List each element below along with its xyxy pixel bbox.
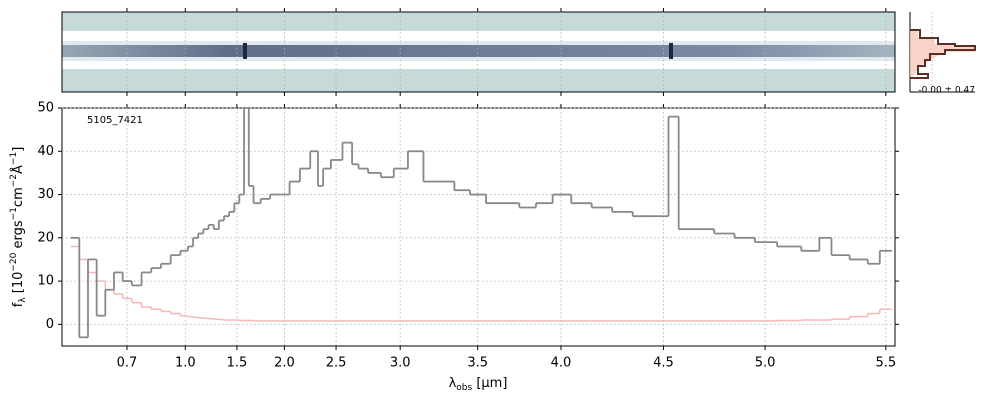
annotation: 5105_7421: [87, 115, 143, 126]
label-part: Å: [10, 165, 26, 174]
plot-area: [61, 107, 896, 347]
label-part: λ: [18, 297, 28, 303]
label-part: cm: [11, 187, 26, 207]
x-tick-label: 3.0: [390, 356, 411, 371]
histogram-label: -0.00 ± 0.47: [918, 86, 975, 96]
x-tick-label: 4.5: [653, 356, 674, 371]
label-part: ergs: [11, 220, 26, 252]
x-tick-label: 3.5: [467, 356, 488, 371]
histogram-panel: [909, 12, 976, 93]
label-part: −2: [9, 174, 19, 187]
label-part: λ: [449, 376, 457, 391]
label-part: −20: [9, 252, 19, 271]
label-part: obs: [456, 383, 472, 393]
x-tick-label: 1.0: [175, 356, 196, 371]
x-tick-label: 5.5: [875, 356, 896, 371]
label-part: [10: [11, 272, 26, 298]
spectrum-2d: [61, 11, 896, 93]
y-tick-label: 30: [37, 187, 54, 202]
y-tick-label: 0: [46, 317, 54, 332]
x-tick-label: 2.0: [274, 356, 295, 371]
label-part: −1: [9, 207, 19, 220]
y-tick-label: 20: [37, 230, 54, 245]
x-axis-label: λobs [µm]: [449, 376, 508, 393]
label-part: −1: [9, 152, 19, 165]
label-part: ]: [11, 147, 26, 152]
x-tick-label: 5.0: [755, 356, 776, 371]
x-tick-label: 0.7: [117, 356, 138, 371]
y-tick-label: 10: [37, 274, 54, 289]
label-part: [µm]: [472, 376, 507, 391]
y-tick-label: 40: [37, 144, 54, 159]
x-tick-label: 2.5: [326, 356, 347, 371]
step-connector: [78, 108, 881, 338]
label-part: f: [11, 302, 26, 307]
x-tick-label: 1.5: [227, 356, 248, 371]
plot-lines: [70, 108, 892, 339]
x-tick-label: 4.0: [551, 356, 572, 371]
y-axis-label: fλ [10−20 ergs−1cm−2Å−1]: [9, 147, 28, 308]
y-tick-label: 50: [37, 101, 54, 116]
